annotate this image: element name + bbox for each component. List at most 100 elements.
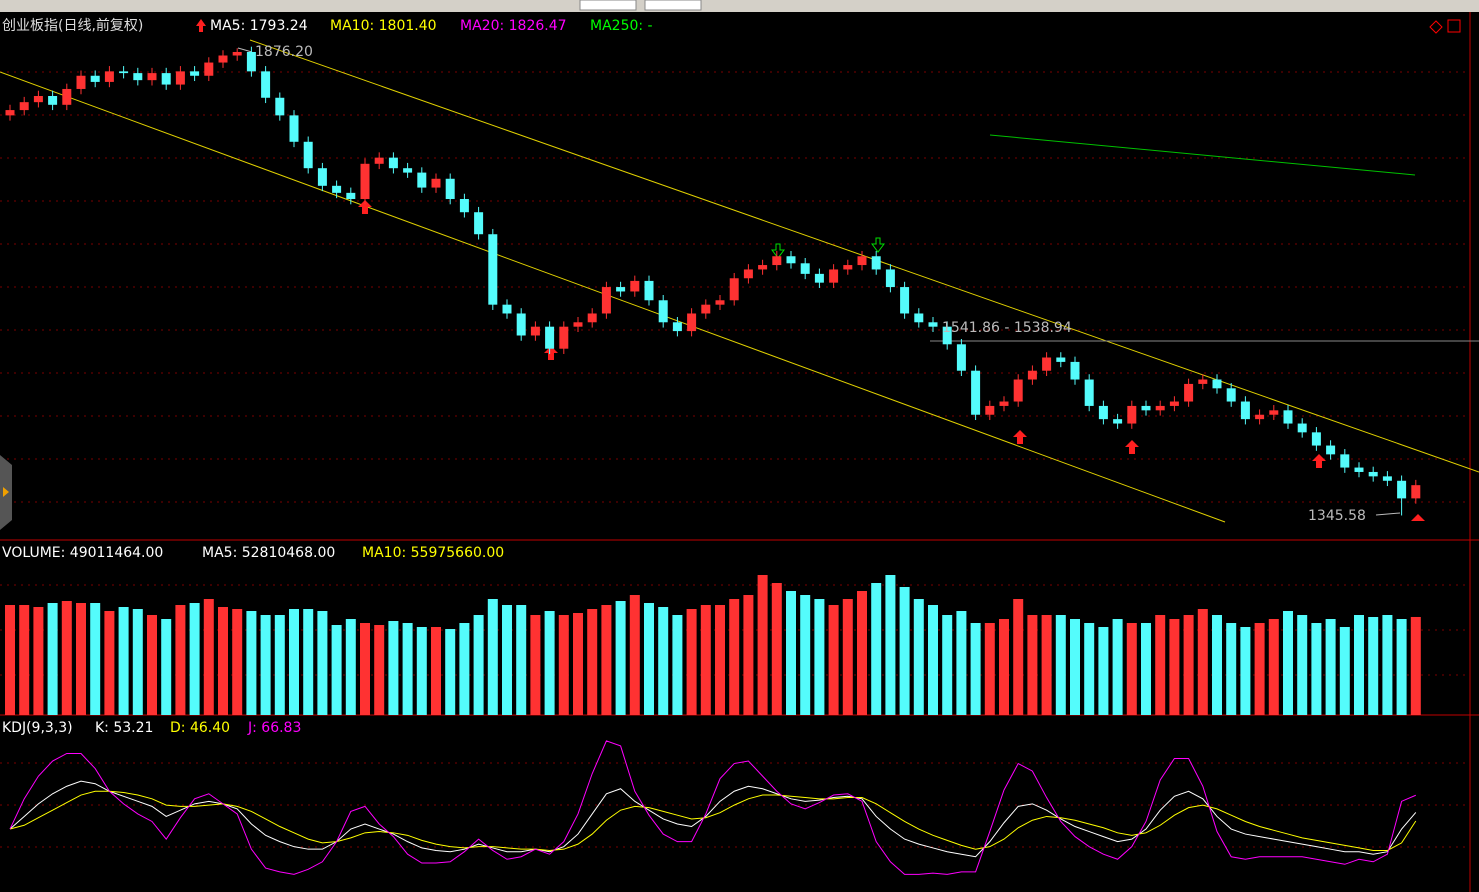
candle-body: [942, 326, 952, 345]
candle-body: [985, 405, 995, 415]
candle-body: [1184, 383, 1194, 402]
kdj-line: [9, 780, 1417, 858]
side-handle-arrow: [3, 487, 9, 497]
volume-bar: [132, 609, 143, 715]
candle-body: [431, 178, 441, 188]
volume-bar: [331, 625, 342, 715]
tab[interactable]: [644, 0, 702, 11]
candle-body: [743, 269, 753, 279]
volume-bar: [289, 609, 299, 715]
trend-line: [249, 39, 1479, 473]
candle-body: [1098, 405, 1108, 420]
volume-bar: [487, 599, 498, 715]
volume-bar: [61, 601, 72, 715]
volume-bar: [913, 599, 924, 715]
legend-item: J: 66.83: [247, 720, 301, 736]
annotation: 1345.58: [1308, 508, 1366, 524]
candle-body: [1397, 480, 1407, 499]
candle-body: [1141, 405, 1151, 411]
candle-body: [48, 96, 58, 105]
candle-body: [502, 304, 512, 314]
volume-bar: [317, 611, 328, 715]
volume-bar: [757, 575, 768, 715]
candle-body: [1297, 423, 1307, 433]
volume-bar: [90, 603, 101, 715]
volume-bar: [615, 601, 626, 715]
candle-body: [971, 370, 981, 415]
volume-bar: [558, 615, 569, 715]
volume-bar: [161, 619, 172, 715]
top-tabs[interactable]: [0, 0, 1479, 12]
candle-body: [1326, 445, 1336, 455]
volume-bar: [1027, 615, 1038, 715]
volume-bar: [516, 605, 527, 715]
kdj-line: [9, 790, 1417, 851]
volume-bar: [274, 615, 285, 715]
candle-body: [758, 265, 768, 270]
candle-body: [289, 115, 299, 142]
volume-bar: [842, 599, 853, 715]
volume-bar: [1297, 615, 1308, 715]
candle-body: [999, 401, 1009, 406]
up-arrow: [1013, 430, 1027, 444]
legend-item: VOLUME: 49011464.00: [2, 545, 163, 561]
trend-line: [0, 71, 1226, 523]
candle-body: [1042, 357, 1052, 371]
volume-bar: [1055, 615, 1066, 715]
icon[interactable]: [1447, 19, 1461, 33]
candle-body: [1169, 401, 1179, 406]
tab[interactable]: [579, 0, 637, 11]
legend-item: MA250: -: [590, 18, 653, 34]
candle-body: [303, 141, 313, 169]
icon[interactable]: [1429, 20, 1443, 34]
candle-body: [1368, 471, 1378, 477]
candle-body: [232, 51, 242, 56]
candle-body: [1255, 414, 1265, 420]
annotation-pointer: [237, 47, 253, 53]
volume-bar: [445, 629, 456, 715]
annotation: 1876.20: [255, 44, 313, 60]
volume-bar: [147, 615, 157, 715]
volume-bar: [246, 611, 257, 715]
candle-body: [630, 280, 640, 292]
candle-body: [474, 212, 484, 235]
up-arrow: [1125, 440, 1139, 454]
volume-bar: [715, 605, 725, 715]
volume-bar: [431, 627, 441, 715]
candle-body: [786, 256, 796, 264]
candle-body: [1127, 405, 1137, 424]
candle-body: [800, 263, 810, 274]
volume-bar: [814, 599, 825, 715]
volume-bar: [402, 623, 413, 715]
volume-bar: [1112, 619, 1123, 715]
candle-body: [829, 269, 839, 283]
annotation: 1541.86 - 1538.94: [942, 320, 1072, 336]
volume-bar: [1240, 627, 1251, 715]
volume-bar: [104, 611, 115, 715]
candle-body: [218, 55, 228, 63]
volume-bar: [672, 615, 683, 715]
legend-item: MA5: 1793.24: [210, 18, 308, 34]
volume-bar: [885, 575, 896, 715]
volume-bar: [374, 625, 385, 715]
candle-body: [871, 256, 881, 270]
candle-body: [261, 71, 271, 98]
up-arrow: [1411, 514, 1425, 521]
volume-bar: [1126, 623, 1137, 715]
volume-bar: [928, 605, 938, 715]
candle-body: [1084, 379, 1094, 406]
volume-bar: [544, 611, 555, 715]
candle-body: [1411, 485, 1421, 499]
candle-body: [573, 322, 583, 327]
candle-body: [403, 168, 413, 173]
legend-item: MA10: 1801.40: [330, 18, 437, 34]
volume-bar: [33, 607, 44, 715]
volume-bar: [232, 609, 243, 715]
volume-bar: [899, 587, 910, 715]
candle-body: [715, 300, 725, 305]
volume-bar: [1183, 615, 1194, 715]
candle-body: [445, 178, 455, 200]
volume-bar: [1283, 611, 1293, 715]
